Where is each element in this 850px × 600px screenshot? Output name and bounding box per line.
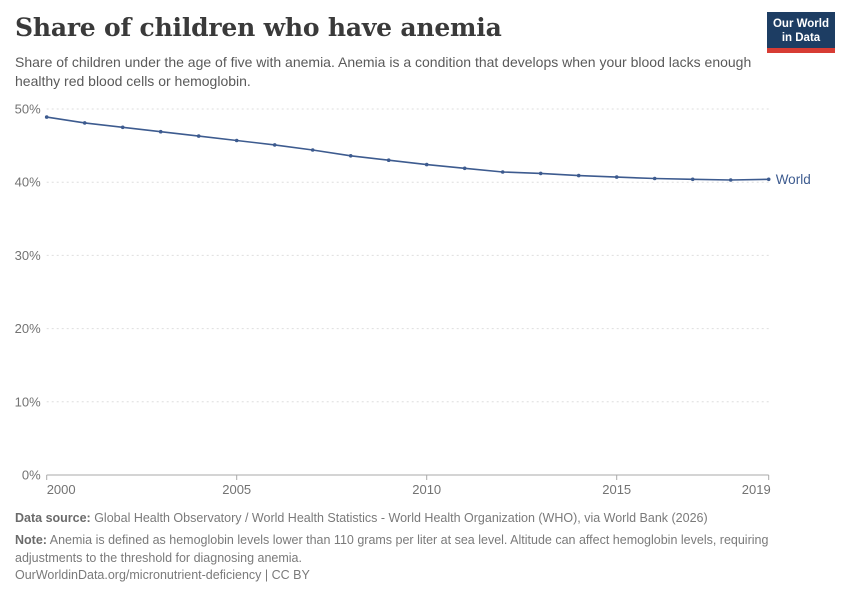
data-point[interactable]: [500, 170, 505, 174]
y-axis-tick-label: 40%: [15, 175, 41, 190]
x-axis-tick-label: 2005: [222, 482, 251, 497]
owid-logo-line2: in Data: [781, 32, 821, 45]
x-axis-tick-label: 2000: [47, 482, 76, 497]
x-axis-tick-label: 2019: [742, 482, 771, 497]
data-point[interactable]: [538, 171, 543, 176]
y-axis-tick-label: 30%: [15, 248, 41, 263]
owid-logo-line1: Our World: [772, 18, 829, 30]
data-source-text: Global Health Observatory / World Health…: [90, 511, 708, 525]
data-point[interactable]: [690, 177, 695, 182]
chart-subtitle: Share of children under the age of five …: [15, 54, 752, 89]
data-point[interactable]: [386, 158, 391, 162]
footer-url[interactable]: OurWorldinData.org/micronutrient-deficie…: [15, 568, 262, 582]
data-point[interactable]: [576, 173, 581, 178]
data-point[interactable]: [348, 154, 353, 158]
data-point[interactable]: [310, 148, 315, 152]
y-axis-tick-label: 20%: [15, 321, 41, 336]
data-point[interactable]: [652, 176, 657, 181]
data-point[interactable]: [196, 134, 201, 138]
data-point[interactable]: [158, 129, 163, 134]
chart-title: Share of children who have anemia: [15, 13, 502, 42]
x-axis-tick-label: 2010: [412, 482, 441, 497]
data-point[interactable]: [234, 138, 239, 143]
data-point[interactable]: [766, 177, 771, 182]
data-point[interactable]: [424, 162, 429, 167]
data-source-label: Data source:: [15, 511, 91, 525]
y-axis-tick-label: 0%: [22, 468, 41, 483]
note-line: Note: Anemia is defined as hemoglobin le…: [15, 531, 827, 567]
owid-logo[interactable]: Our World in Data: [767, 12, 835, 53]
y-axis-tick-label: 50%: [15, 102, 41, 117]
data-point[interactable]: [462, 166, 467, 171]
x-axis-tick-label: 2015: [602, 482, 631, 497]
data-point[interactable]: [272, 143, 277, 147]
footer-url-line: OurWorldinData.org/micronutrient-deficie…: [15, 568, 827, 582]
data-point[interactable]: [728, 178, 733, 182]
data-point[interactable]: [120, 125, 125, 130]
line-chart: 0% 10% 20% 30% 40% 50% 2000 2005 2010 2015 2019 Wor…: [15, 102, 811, 498]
data-source-line: Data source: Global Health Observatory /…: [15, 511, 827, 525]
data-point[interactable]: [44, 115, 49, 119]
y-axis-tick-label: 10%: [15, 394, 41, 409]
series-line[interactable]: [46, 116, 769, 181]
series-end-label[interactable]: World: [776, 172, 811, 187]
footer-license: | CC BY: [261, 568, 310, 582]
note-text: Anemia is defined as hemoglobin levels l…: [15, 533, 769, 566]
data-point[interactable]: [82, 121, 87, 125]
note-label: Note:: [15, 533, 47, 547]
data-point[interactable]: [614, 175, 619, 179]
